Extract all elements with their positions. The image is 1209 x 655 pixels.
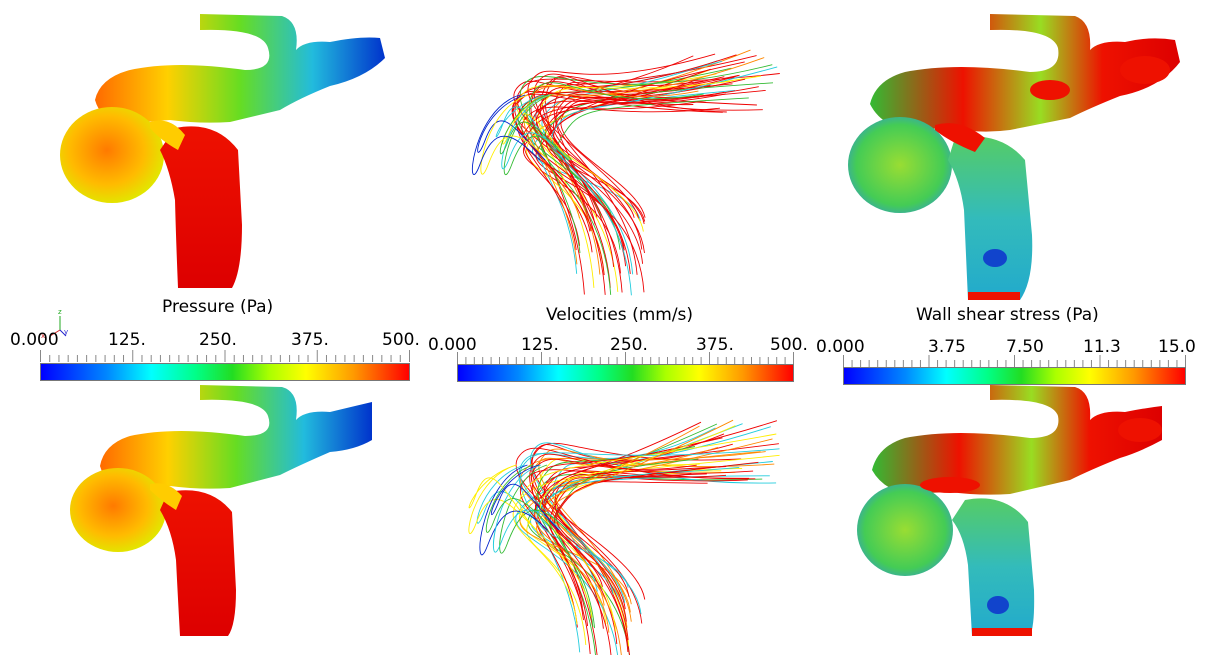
streamline xyxy=(499,94,569,161)
streamline xyxy=(536,55,694,274)
streamline xyxy=(526,86,699,265)
streamline xyxy=(519,448,780,603)
streamline xyxy=(479,464,548,556)
velocity-colorbar xyxy=(457,364,794,382)
streamline xyxy=(556,473,707,622)
velocity-streamlines-top xyxy=(471,49,780,296)
streamline xyxy=(553,461,759,629)
streamline xyxy=(540,425,736,632)
streamline xyxy=(553,84,711,225)
streamline xyxy=(554,473,692,597)
wss-tick-1: 3.75 xyxy=(928,337,966,357)
axes-triad-icon: z x y xyxy=(41,308,68,340)
streamline xyxy=(540,457,700,647)
pressure-tick-1: 125. xyxy=(108,330,146,350)
streamline xyxy=(471,94,541,175)
pressure-tick-4: 500. xyxy=(382,330,420,350)
axis-z-label: z xyxy=(58,308,62,316)
streamline xyxy=(544,466,727,653)
wss-tick-2: 7.50 xyxy=(1006,337,1044,357)
streamline xyxy=(544,433,725,641)
pressure-colorbar xyxy=(40,363,410,381)
pressure-tick-marks xyxy=(40,350,410,362)
streamline xyxy=(549,481,708,608)
streamline xyxy=(477,94,546,161)
velocity-tick-3: 375. xyxy=(696,335,734,355)
streamline xyxy=(485,464,555,533)
wss-colorbar-title: Wall shear stress (Pa) xyxy=(916,305,1099,325)
streamline xyxy=(476,464,545,531)
wss-model-top xyxy=(848,14,1180,300)
wss-tick-0: 0.000 xyxy=(816,337,865,357)
streamline xyxy=(516,83,733,251)
velocity-tick-2: 250. xyxy=(610,335,648,355)
velocity-colorbar-title: Velocities (mm/s) xyxy=(546,305,694,325)
wss-tick-3: 11.3 xyxy=(1083,337,1121,357)
velocity-tick-marks xyxy=(457,352,794,364)
pressure-colorbar-title: Pressure (Pa) xyxy=(162,297,274,317)
velocity-tick-1: 125. xyxy=(521,335,559,355)
streamline xyxy=(513,74,740,218)
streamline xyxy=(499,464,568,554)
streamline xyxy=(536,419,734,633)
streamline xyxy=(537,446,695,628)
streamline xyxy=(530,458,697,600)
velocity-streamlines-bottom xyxy=(468,419,780,655)
pressure-tick-3: 375. xyxy=(291,330,329,350)
velocity-tick-4: 500. xyxy=(770,335,808,355)
streamline xyxy=(501,94,570,169)
streamline xyxy=(468,464,537,534)
streamline xyxy=(532,91,725,254)
streamline xyxy=(523,89,766,246)
streamline xyxy=(536,425,700,655)
pressure-tick-2: 250. xyxy=(199,330,237,350)
axis-x-label: x xyxy=(41,332,45,340)
streamline xyxy=(512,454,780,625)
axis-y-label: y xyxy=(64,328,68,336)
streamline xyxy=(528,82,704,253)
pressure-tick-0: 0.000 xyxy=(10,330,59,350)
streamline xyxy=(519,64,773,219)
wss-tick-4: 15.0 xyxy=(1158,337,1196,357)
streamline xyxy=(468,464,537,531)
streamline xyxy=(518,427,716,653)
velocity-tick-0: 0.000 xyxy=(428,335,477,355)
streamline xyxy=(527,53,716,219)
streamline xyxy=(502,94,571,161)
streamline xyxy=(539,54,737,293)
streamline xyxy=(480,94,549,175)
streamline xyxy=(512,93,727,276)
streamline xyxy=(557,97,749,250)
wss-colorbar xyxy=(843,367,1186,385)
pressure-model-bottom xyxy=(70,385,372,636)
streamline xyxy=(495,94,564,161)
streamline xyxy=(490,464,560,531)
wss-tick-marks xyxy=(843,355,1186,367)
pressure-model-top xyxy=(60,14,385,288)
streamline xyxy=(522,76,725,251)
wss-model-bottom xyxy=(857,385,1162,636)
